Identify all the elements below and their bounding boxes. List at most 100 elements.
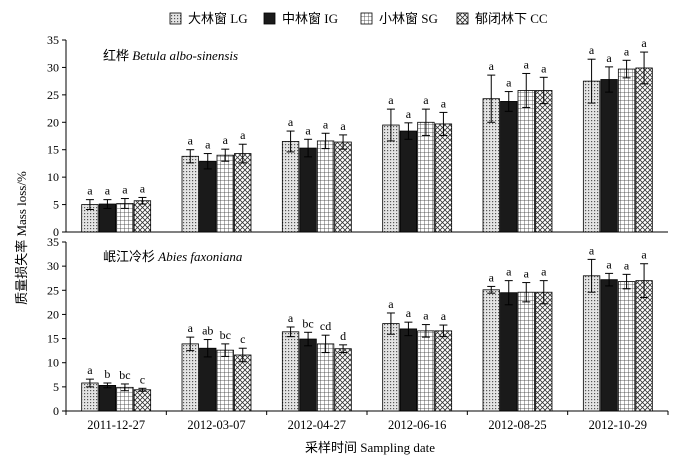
bar bbox=[299, 147, 317, 233]
significance-label: a bbox=[188, 134, 194, 148]
bar bbox=[582, 80, 601, 233]
bar bbox=[399, 130, 418, 233]
significance-label: a bbox=[541, 265, 547, 279]
panel-title-cn: 岷江冷杉 bbox=[103, 249, 158, 264]
panel-title-latin: Betula albo-sinensis bbox=[132, 48, 238, 63]
significance-label: a bbox=[489, 270, 495, 284]
legend-label: 中林窗 IG bbox=[282, 11, 338, 26]
bar bbox=[582, 275, 601, 412]
significance-label: a bbox=[406, 107, 412, 121]
legend-label: 小林窗 SG bbox=[379, 11, 438, 26]
significance-label: a bbox=[506, 265, 512, 279]
bar bbox=[133, 389, 152, 412]
bar bbox=[316, 140, 335, 233]
bar bbox=[535, 291, 553, 412]
bar bbox=[517, 90, 535, 233]
x-tick-label: 2012-08-25 bbox=[488, 418, 546, 432]
bar bbox=[234, 354, 252, 412]
significance-label: d bbox=[340, 329, 346, 343]
significance-label: b bbox=[104, 367, 110, 381]
y-tick-label: 25 bbox=[47, 283, 59, 297]
significance-label: c bbox=[140, 372, 145, 386]
significance-label: a bbox=[223, 133, 229, 147]
bar bbox=[181, 343, 199, 412]
significance-label: bc bbox=[119, 368, 130, 382]
bar bbox=[500, 101, 518, 233]
y-tick-label: 30 bbox=[47, 60, 59, 74]
y-tick-label: 5 bbox=[53, 380, 59, 394]
significance-label: a bbox=[323, 117, 329, 131]
bar bbox=[281, 141, 300, 233]
legend-swatch bbox=[169, 12, 182, 25]
bar bbox=[434, 123, 453, 233]
bar bbox=[600, 279, 618, 412]
significance-label: a bbox=[87, 363, 93, 377]
significance-label: a bbox=[441, 309, 447, 323]
significance-label: a bbox=[305, 123, 311, 137]
bar bbox=[600, 79, 618, 233]
x-axis-title: 采样时间 Sampling date bbox=[305, 440, 435, 455]
significance-label: a bbox=[641, 248, 647, 262]
significance-label: a bbox=[589, 43, 595, 57]
panel-title: 红桦 Betula albo-sinensis bbox=[103, 48, 238, 63]
significance-label: a bbox=[524, 267, 530, 281]
significance-label: cd bbox=[320, 319, 331, 333]
bar bbox=[281, 331, 300, 412]
bar bbox=[334, 141, 352, 233]
y-tick-label: 20 bbox=[47, 307, 59, 321]
bar bbox=[199, 160, 217, 233]
bar bbox=[98, 385, 117, 412]
significance-label: a bbox=[188, 321, 194, 335]
panel-title-latin: Abies faxoniana bbox=[157, 249, 243, 264]
y-tick-label: 35 bbox=[47, 235, 59, 249]
bar bbox=[334, 348, 352, 412]
bar bbox=[299, 338, 317, 412]
bar bbox=[382, 323, 400, 412]
significance-label: a bbox=[489, 59, 495, 73]
significance-label: a bbox=[624, 44, 630, 58]
y-tick-label: 10 bbox=[47, 170, 59, 184]
y-tick-label: 25 bbox=[47, 88, 59, 102]
bar bbox=[216, 154, 234, 233]
significance-label: bc bbox=[302, 316, 313, 330]
significance-label: a bbox=[606, 51, 612, 65]
significance-label: c bbox=[240, 332, 245, 346]
significance-label: a bbox=[624, 258, 630, 272]
bar bbox=[133, 200, 152, 233]
significance-label: a bbox=[105, 184, 111, 198]
legend-swatch bbox=[456, 12, 469, 25]
significance-label: a bbox=[524, 57, 530, 71]
legend-swatch bbox=[263, 12, 276, 25]
bar bbox=[500, 292, 518, 412]
significance-label: a bbox=[641, 36, 647, 50]
bar bbox=[316, 343, 335, 412]
y-tick-label: 0 bbox=[53, 404, 59, 418]
x-axis: 2011-12-27 2012-03-07 2012-04-27 2012-06-16… bbox=[65, 411, 669, 432]
y-tick-label: 15 bbox=[47, 332, 59, 346]
bar bbox=[635, 67, 653, 233]
x-tick-label: 2012-06-16 bbox=[388, 418, 446, 432]
significance-label: a bbox=[340, 119, 346, 133]
bar bbox=[617, 281, 636, 412]
significance-label: a bbox=[441, 96, 447, 110]
significance-label: bc bbox=[220, 328, 231, 342]
y-tick-label: 0 bbox=[53, 225, 59, 239]
significance-label: a bbox=[122, 183, 128, 197]
legend-swatch bbox=[360, 12, 373, 25]
significance-label: a bbox=[506, 76, 512, 90]
legend-item: 小林窗 SG bbox=[360, 11, 438, 26]
significance-label: a bbox=[589, 243, 595, 257]
significance-label: a bbox=[288, 311, 294, 325]
significance-label: a bbox=[388, 297, 394, 311]
significance-label: ab bbox=[202, 324, 213, 338]
significance-label: a bbox=[423, 309, 429, 323]
y-tick-label: 5 bbox=[53, 198, 59, 212]
significance-label: a bbox=[406, 306, 412, 320]
y-axis-title: 质量损失率 Mass loss/% bbox=[14, 171, 29, 305]
x-tick-label: 2012-04-27 bbox=[288, 418, 346, 432]
bar bbox=[482, 289, 500, 412]
significance-label: a bbox=[606, 257, 612, 271]
